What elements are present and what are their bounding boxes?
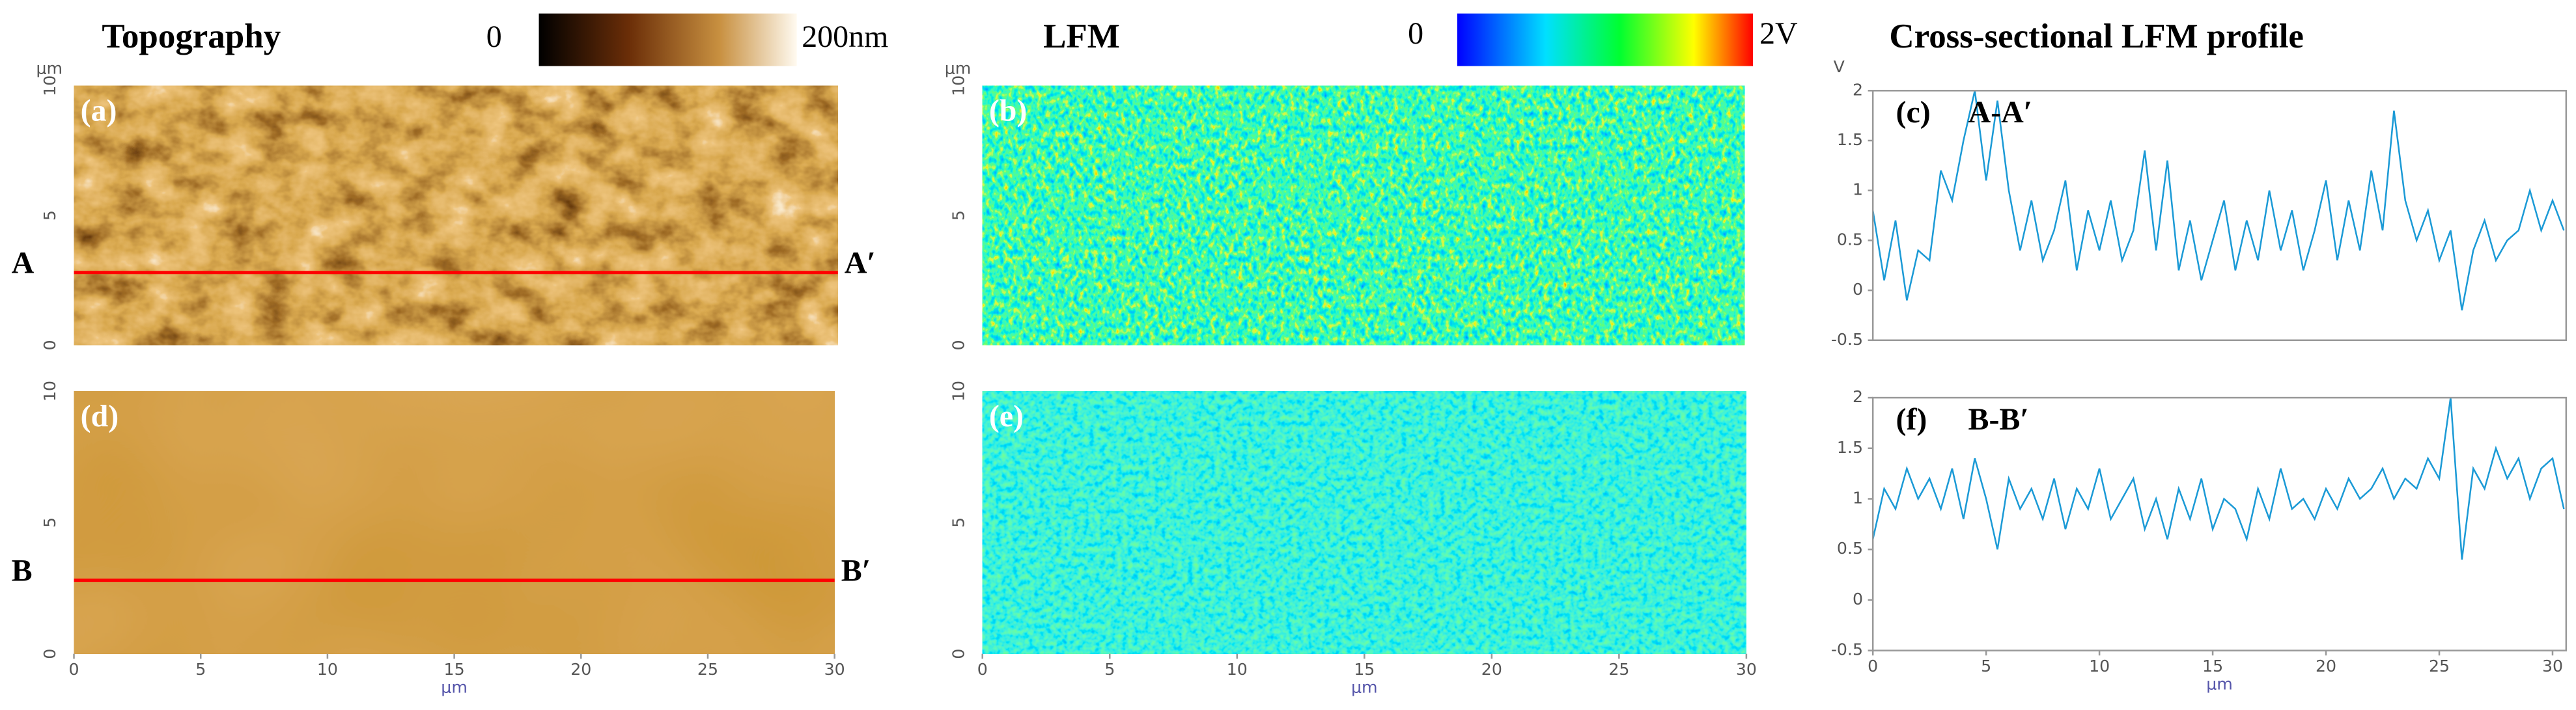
colorbar-min: 0 xyxy=(1408,16,1423,51)
x-tick-label: 25 xyxy=(1608,660,1629,679)
cut-label: A xyxy=(12,246,35,280)
x-tick-label: 0 xyxy=(69,660,79,679)
colorbar xyxy=(1457,13,1753,66)
y-tick-label: 10 xyxy=(40,75,59,96)
y-tick-label: 0 xyxy=(1853,280,1863,299)
x-tick-label: 25 xyxy=(697,660,718,679)
y-axis-label: V xyxy=(1834,57,1845,76)
colorbar-min: 0 xyxy=(486,20,502,54)
panel-label: (d) xyxy=(81,399,119,433)
plot-frame xyxy=(1871,90,2568,342)
y-tick-label: 10 xyxy=(949,381,968,402)
y-tick-label: 0.5 xyxy=(1837,539,1863,558)
x-tick-label: 20 xyxy=(1481,660,1502,679)
x-axis-label: μm xyxy=(441,678,468,697)
y-tick-label: -0.5 xyxy=(1831,330,1863,349)
panel-label: (a) xyxy=(81,94,117,128)
y-tick-label: 10 xyxy=(40,381,59,402)
x-tick-label: 0 xyxy=(1868,657,1878,676)
y-tick-label: 5 xyxy=(40,517,59,528)
plot-frame xyxy=(1871,396,2568,651)
x-tick-label: 15 xyxy=(2202,657,2223,676)
y-tick-label: 0 xyxy=(40,340,59,350)
profile-line xyxy=(1871,90,2565,311)
x-tick-label: 10 xyxy=(317,660,338,679)
y-tick-label: 2 xyxy=(1853,80,1863,99)
panel-label: (c) xyxy=(1896,95,1930,130)
panel-title: A-A′ xyxy=(1968,95,2033,130)
x-axis-label: μm xyxy=(2206,675,2233,694)
y-tick-label: 5 xyxy=(949,210,968,221)
afm-image xyxy=(74,391,835,654)
profile-line xyxy=(1871,397,2565,560)
x-tick-label: 30 xyxy=(2542,657,2563,676)
colorbar-max: 200nm xyxy=(802,20,888,54)
y-tick-label: 10 xyxy=(949,75,968,96)
colorbar-max: 2V xyxy=(1759,16,1798,51)
colorbar xyxy=(539,13,797,66)
x-tick-label: 5 xyxy=(1104,660,1115,679)
x-tick-label: 20 xyxy=(2316,657,2336,676)
x-tick-label: 5 xyxy=(195,660,206,679)
afm-image xyxy=(982,85,1745,346)
x-tick-label: 5 xyxy=(1981,657,1991,676)
panel-label: (b) xyxy=(989,94,1028,128)
profile-title: Cross-sectional LFM profile xyxy=(1889,18,2304,55)
x-tick-label: 15 xyxy=(444,660,465,679)
panel-label: (f) xyxy=(1896,402,1927,437)
y-tick-label: 1.5 xyxy=(1837,438,1863,457)
y-axis-label: μm xyxy=(36,59,63,78)
y-tick-label: 5 xyxy=(949,517,968,528)
x-axis-label: μm xyxy=(1351,678,1378,697)
afm-image xyxy=(74,85,838,346)
x-tick-label: 15 xyxy=(1354,660,1375,679)
y-tick-label: 5 xyxy=(40,210,59,221)
cut-label: A′ xyxy=(845,246,876,280)
y-tick-label: 0.5 xyxy=(1837,230,1863,249)
cut-label: B xyxy=(12,554,33,588)
panel-title: B-B′ xyxy=(1968,402,2029,437)
y-tick-label: 2 xyxy=(1853,387,1863,406)
cut-label: B′ xyxy=(841,554,871,588)
y-tick-label: 1 xyxy=(1853,180,1863,199)
y-tick-label: 0 xyxy=(40,649,59,659)
y-tick-label: 1.5 xyxy=(1837,130,1863,149)
x-tick-label: 25 xyxy=(2429,657,2450,676)
x-tick-label: 0 xyxy=(977,660,988,679)
x-tick-label: 20 xyxy=(570,660,591,679)
x-tick-label: 10 xyxy=(1227,660,1248,679)
y-tick-label: -0.5 xyxy=(1831,640,1863,659)
x-tick-label: 10 xyxy=(2089,657,2110,676)
y-tick-label: 1 xyxy=(1853,489,1863,508)
y-tick-label: 0 xyxy=(949,649,968,659)
x-tick-label: 30 xyxy=(1736,660,1757,679)
panel-label: (e) xyxy=(989,399,1024,433)
lfm-title: LFM xyxy=(1043,18,1120,55)
y-tick-label: 0 xyxy=(949,340,968,350)
y-axis-label: μm xyxy=(945,59,972,78)
topo-title: Topography xyxy=(102,18,281,55)
x-tick-label: 30 xyxy=(824,660,845,679)
afm-image xyxy=(982,391,1746,654)
y-tick-label: 0 xyxy=(1853,590,1863,608)
